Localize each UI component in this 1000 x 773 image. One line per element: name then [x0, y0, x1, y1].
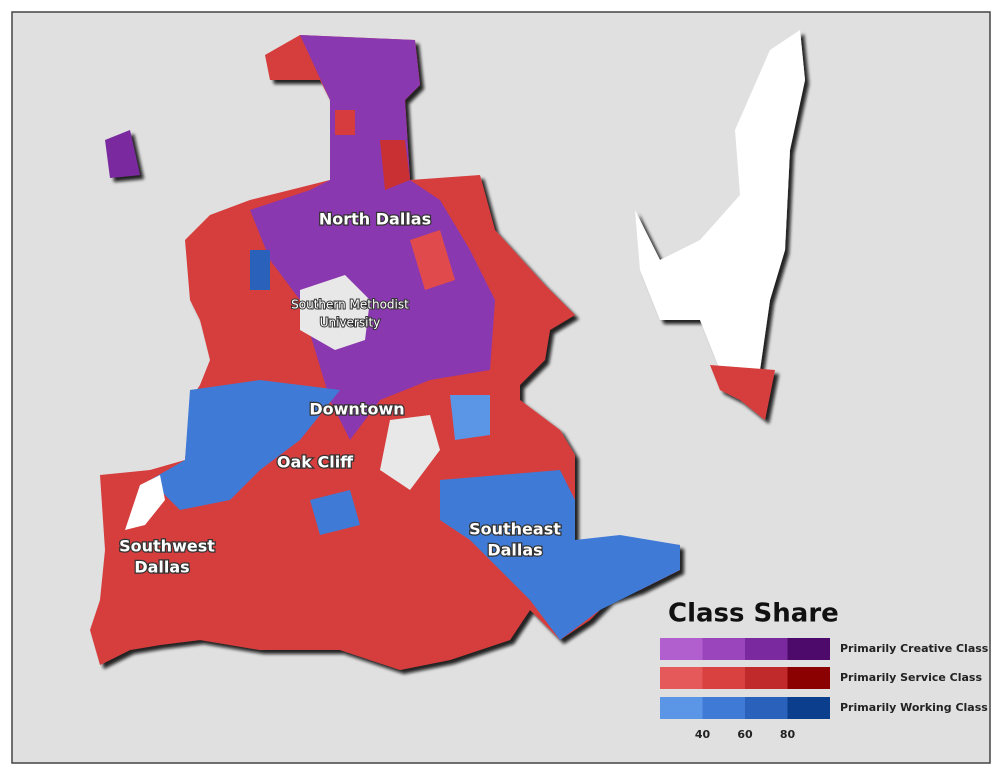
- legend-swatch: [787, 638, 830, 660]
- legend-swatch: [787, 667, 830, 689]
- legend-swatch: [702, 697, 745, 719]
- working-region: [150, 380, 340, 510]
- legend-tick: 80: [780, 728, 796, 741]
- service-patch: [410, 230, 455, 290]
- lake: [635, 30, 805, 370]
- working-patch: [250, 250, 270, 290]
- area-label: Southeast: [469, 520, 561, 539]
- northwest-piece: [105, 130, 140, 178]
- area-label: Dallas: [134, 558, 189, 577]
- legend-tick: 60: [737, 728, 753, 741]
- legend-swatch: [745, 638, 788, 660]
- area-label: Dallas: [487, 541, 542, 560]
- legend-swatch: [660, 638, 703, 660]
- legend-label: Primarily Creative Class: [840, 642, 989, 655]
- service-patch: [335, 110, 355, 135]
- lake-shore: [710, 365, 775, 420]
- downtown-hole: [380, 415, 440, 490]
- working-patch: [450, 395, 490, 440]
- area-label: Southern Methodist: [291, 298, 409, 312]
- area-label: Oak Cliff: [277, 453, 354, 472]
- legend-swatch: [702, 667, 745, 689]
- west-hole: [125, 475, 165, 530]
- area-label: University: [320, 316, 381, 330]
- area-label: North Dallas: [319, 210, 431, 229]
- legend-title: Class Share: [668, 599, 839, 629]
- legend-tick: 40: [695, 728, 711, 741]
- area-label: Southwest: [119, 537, 215, 556]
- legend-swatch: [745, 697, 788, 719]
- legend-swatch: [745, 667, 788, 689]
- smu-hole: [300, 275, 370, 350]
- legend-swatch: [660, 667, 703, 689]
- creative-region: [250, 35, 495, 440]
- legend-swatch: [660, 697, 703, 719]
- map-labels: North Dallas Southern Methodist University…: [118, 208, 563, 578]
- legend: Primarily Creative Class Primarily Servic…: [660, 638, 989, 741]
- working-patch: [310, 490, 360, 535]
- service-patch: [380, 140, 410, 190]
- area-label: Downtown: [309, 400, 404, 419]
- working-region: [440, 470, 680, 640]
- legend-swatch: [702, 638, 745, 660]
- legend-label: Primarily Service Class: [840, 671, 982, 684]
- legend-label: Primarily Working Class: [840, 701, 988, 714]
- map-regions: [125, 35, 680, 640]
- legend-swatch: [787, 697, 830, 719]
